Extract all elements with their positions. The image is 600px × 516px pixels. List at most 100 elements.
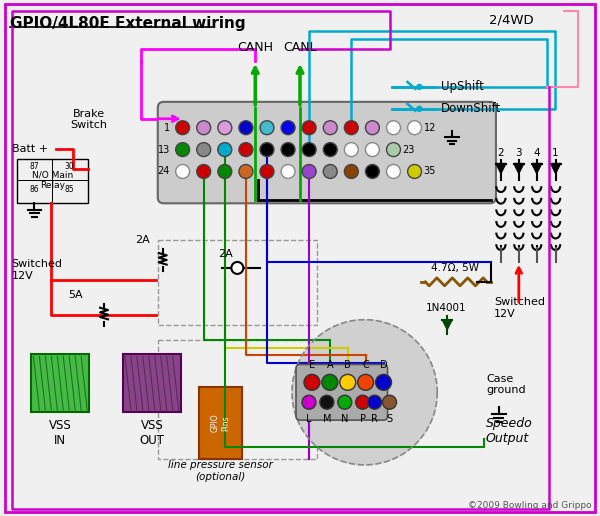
Circle shape [239,165,253,179]
Circle shape [322,375,338,390]
Text: VSS
IN: VSS IN [49,419,71,447]
Circle shape [281,121,295,135]
Circle shape [338,395,352,409]
Text: 1: 1 [553,148,559,157]
Polygon shape [496,164,506,173]
Text: M: M [323,414,331,424]
Text: Speedo
Output: Speedo Output [486,417,533,445]
Text: CANL: CANL [283,41,317,54]
Circle shape [176,142,190,156]
Text: B: B [344,360,351,370]
Circle shape [323,121,337,135]
Text: N: N [341,414,349,424]
Text: CANH: CANH [237,41,273,54]
Text: VSS
OUT: VSS OUT [139,419,164,447]
Text: line pressure sensor
(optional): line pressure sensor (optional) [168,460,273,481]
Bar [158,340,317,459]
Text: Switched
12V: Switched 12V [494,297,545,318]
Circle shape [260,142,274,156]
Text: 2: 2 [497,148,504,157]
Bar [17,158,88,203]
Polygon shape [514,164,524,173]
Text: 4: 4 [533,148,540,157]
Text: Brake
Switch: Brake Switch [71,109,107,131]
Text: 23: 23 [403,144,415,155]
Circle shape [368,395,382,409]
Polygon shape [551,164,560,173]
Circle shape [344,165,358,179]
Circle shape [365,165,379,179]
Circle shape [365,142,379,156]
Text: A: A [326,360,333,370]
Circle shape [260,165,274,179]
Circle shape [176,121,190,135]
Text: L: L [306,414,312,424]
Text: UpShift: UpShift [441,80,484,93]
Text: 85: 85 [64,185,74,195]
Text: 35: 35 [424,167,436,176]
Text: D: D [380,360,388,370]
Circle shape [302,395,316,409]
Circle shape [383,395,397,409]
Circle shape [365,121,379,135]
Circle shape [356,395,370,409]
Polygon shape [292,320,437,465]
Circle shape [176,165,190,179]
Circle shape [281,165,295,179]
Circle shape [197,142,211,156]
Circle shape [417,85,422,89]
Bar [31,354,89,412]
Circle shape [386,165,400,179]
Circle shape [281,142,295,156]
Text: 2/4WD: 2/4WD [489,13,533,26]
Text: 2A: 2A [136,235,150,245]
Circle shape [323,165,337,179]
Circle shape [344,121,358,135]
Text: GPIO/4L80E External wiring: GPIO/4L80E External wiring [10,17,245,31]
Circle shape [218,121,232,135]
Text: Switched
12V: Switched 12V [11,259,62,281]
Bar [199,388,242,459]
Text: 30: 30 [64,163,74,171]
Text: GPIO
Pins: GPIO Pins [211,414,230,432]
Circle shape [376,375,392,390]
Text: 24: 24 [157,167,170,176]
Text: 1N4001: 1N4001 [425,303,466,313]
Circle shape [320,395,334,409]
Text: 1: 1 [164,123,170,133]
FancyBboxPatch shape [296,364,388,420]
Text: R: R [371,414,378,424]
Circle shape [304,375,320,390]
Circle shape [323,142,337,156]
FancyBboxPatch shape [158,102,496,203]
Circle shape [218,142,232,156]
Circle shape [407,121,422,135]
Text: 3: 3 [515,148,522,157]
Circle shape [417,106,422,111]
Circle shape [344,142,358,156]
Text: Batt +: Batt + [11,143,47,154]
Circle shape [340,375,356,390]
Text: 4.7Ω, 5W: 4.7Ω, 5W [431,263,479,273]
Circle shape [239,121,253,135]
Polygon shape [532,164,542,173]
Polygon shape [442,320,452,330]
Bar [158,240,317,325]
Text: 5A: 5A [68,290,83,300]
Circle shape [197,121,211,135]
Circle shape [386,121,400,135]
Circle shape [197,165,211,179]
Text: N/O Main
Relay: N/O Main Relay [32,171,73,190]
Text: 13: 13 [157,144,170,155]
Text: 87: 87 [29,163,39,171]
Circle shape [407,165,422,179]
Text: E: E [309,360,315,370]
Bar [123,354,181,412]
Text: DownShift: DownShift [441,102,502,115]
Circle shape [239,142,253,156]
Circle shape [302,142,316,156]
Circle shape [358,375,374,390]
Text: P: P [359,414,365,424]
Circle shape [302,121,316,135]
Text: S: S [386,414,392,424]
